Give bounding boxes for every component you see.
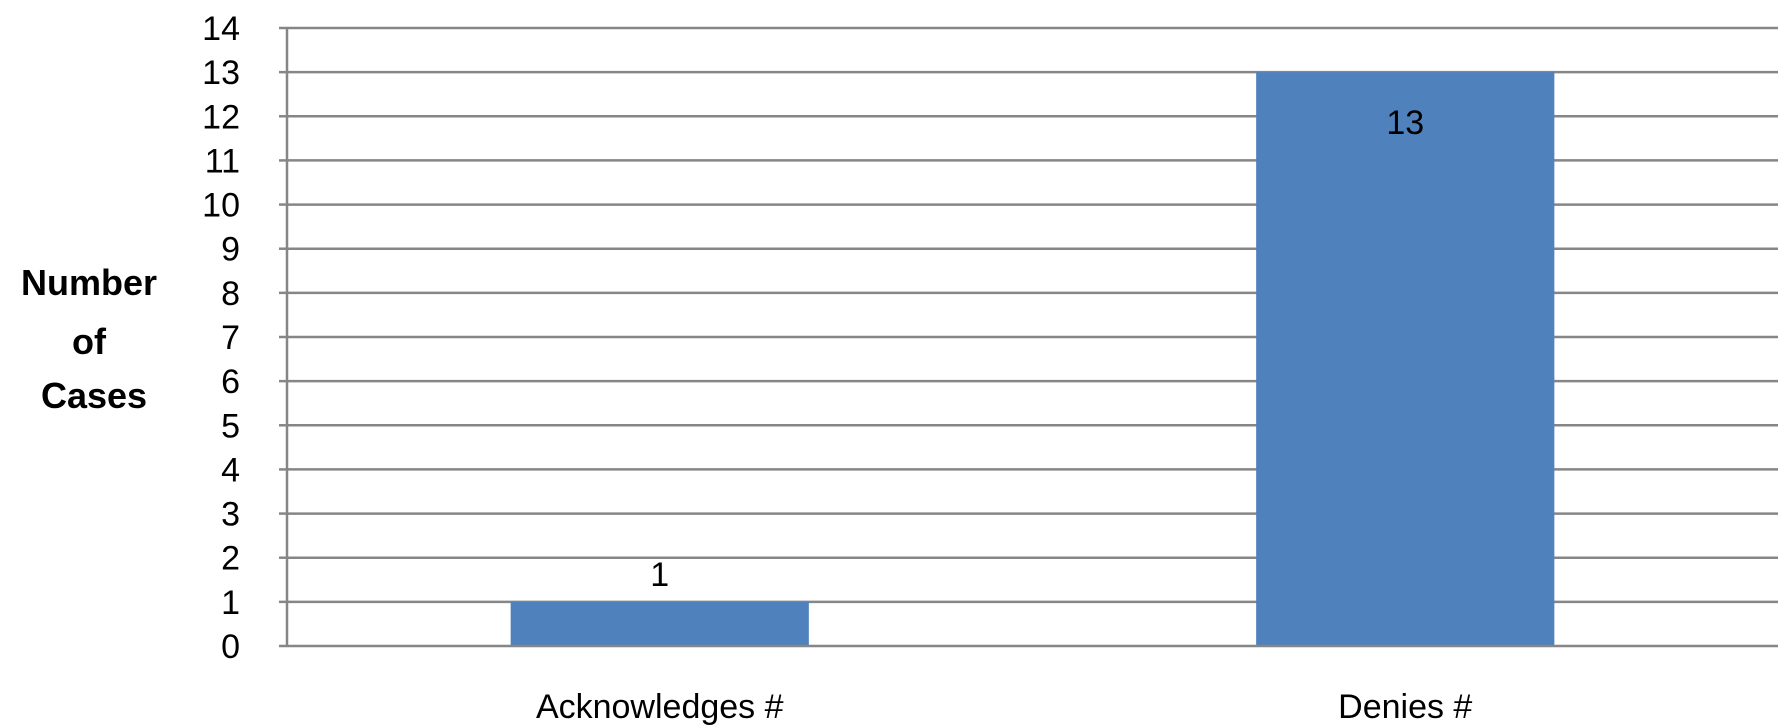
y-tick-label-1: 1 xyxy=(221,584,240,622)
category-labels: Acknowledges # Denies # xyxy=(536,688,1472,726)
x-category-label-2: Denies # xyxy=(1338,688,1472,726)
bars xyxy=(510,72,1555,646)
y-tick-label-12: 12 xyxy=(202,98,240,136)
y-tick-label-2: 2 xyxy=(221,540,240,578)
y-axis-label-line-3: Cases xyxy=(41,375,147,416)
axes xyxy=(279,26,1778,648)
y-axis-label-line-2: of xyxy=(72,321,107,362)
y-tick-label-3: 3 xyxy=(221,496,240,534)
y-axis-label-line-1: Number xyxy=(21,262,157,303)
x-category-label-1: Acknowledges # xyxy=(536,688,784,726)
bar-2 xyxy=(1256,72,1555,646)
data-label-1: 1 xyxy=(650,556,669,594)
data-label-2: 13 xyxy=(1386,104,1424,142)
y-tick-label-5: 5 xyxy=(221,407,240,445)
y-tick-label-10: 10 xyxy=(202,187,240,225)
y-tick-label-4: 4 xyxy=(221,451,240,489)
y-tick-label-7: 7 xyxy=(221,319,240,357)
bar-1 xyxy=(510,601,809,646)
y-tick-label-0: 0 xyxy=(221,628,240,666)
data-labels: 1 13 xyxy=(650,104,1424,594)
y-tick-label-6: 6 xyxy=(221,363,240,401)
y-tick-label-13: 13 xyxy=(202,54,240,92)
y-tick-label-14: 14 xyxy=(202,10,240,48)
y-tick-label-9: 9 xyxy=(221,231,240,269)
y-tick-label-8: 8 xyxy=(221,275,240,313)
y-axis-label: Number of Cases xyxy=(21,262,167,416)
y-tick-label-11: 11 xyxy=(205,142,240,180)
